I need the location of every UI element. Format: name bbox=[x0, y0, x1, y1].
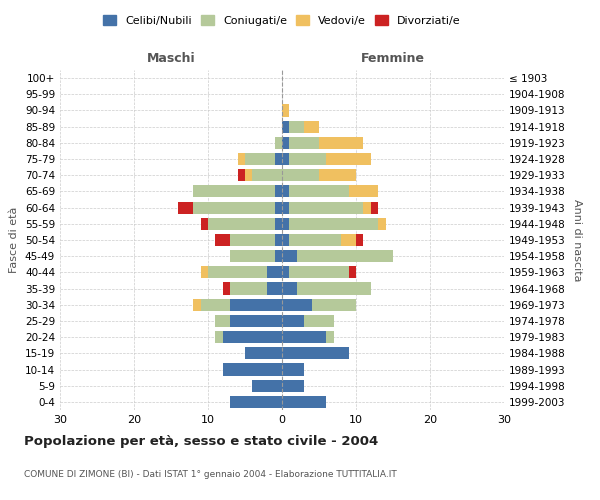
Bar bbox=[282, 315, 304, 327]
Y-axis label: Fasce di età: Fasce di età bbox=[10, 207, 19, 273]
Bar bbox=[282, 331, 326, 343]
Bar bbox=[200, 298, 230, 311]
Bar bbox=[282, 202, 289, 213]
Bar bbox=[297, 250, 393, 262]
Bar bbox=[356, 234, 364, 246]
Bar bbox=[282, 234, 289, 246]
Bar bbox=[230, 315, 282, 327]
Bar bbox=[282, 153, 289, 165]
Bar bbox=[282, 120, 289, 132]
Y-axis label: Anni di nascita: Anni di nascita bbox=[572, 198, 582, 281]
Bar bbox=[282, 169, 319, 181]
Bar bbox=[289, 202, 364, 213]
Bar bbox=[178, 202, 193, 213]
Bar bbox=[378, 218, 386, 230]
Bar bbox=[282, 266, 289, 278]
Text: COMUNE DI ZIMONE (BI) - Dati ISTAT 1° gennaio 2004 - Elaborazione TUTTITALIA.IT: COMUNE DI ZIMONE (BI) - Dati ISTAT 1° ge… bbox=[24, 470, 397, 479]
Bar bbox=[215, 234, 230, 246]
Bar bbox=[200, 218, 208, 230]
Text: Femmine: Femmine bbox=[361, 52, 425, 65]
Bar bbox=[275, 218, 282, 230]
Bar bbox=[282, 137, 289, 149]
Bar bbox=[282, 380, 304, 392]
Bar bbox=[193, 186, 275, 198]
Bar bbox=[364, 202, 371, 213]
Bar bbox=[223, 331, 282, 343]
Bar bbox=[238, 153, 245, 165]
Bar bbox=[282, 282, 297, 294]
Bar bbox=[208, 218, 275, 230]
Bar bbox=[289, 186, 349, 198]
Bar bbox=[304, 315, 334, 327]
Bar bbox=[245, 348, 282, 360]
Bar bbox=[223, 364, 282, 376]
Bar bbox=[282, 348, 349, 360]
Bar bbox=[289, 120, 304, 132]
Bar bbox=[275, 137, 282, 149]
Bar bbox=[230, 396, 282, 408]
Bar bbox=[289, 153, 326, 165]
Bar bbox=[282, 396, 326, 408]
Bar bbox=[275, 250, 282, 262]
Bar bbox=[245, 153, 275, 165]
Bar bbox=[215, 315, 230, 327]
Bar bbox=[319, 169, 356, 181]
Bar bbox=[326, 331, 334, 343]
Bar bbox=[238, 169, 245, 181]
Bar bbox=[208, 266, 267, 278]
Bar bbox=[267, 282, 282, 294]
Bar bbox=[289, 218, 378, 230]
Bar bbox=[311, 298, 356, 311]
Bar bbox=[193, 298, 200, 311]
Bar bbox=[267, 266, 282, 278]
Bar bbox=[245, 169, 253, 181]
Bar bbox=[275, 186, 282, 198]
Bar bbox=[282, 104, 289, 117]
Bar bbox=[319, 137, 364, 149]
Bar bbox=[341, 234, 356, 246]
Bar bbox=[230, 298, 282, 311]
Bar bbox=[223, 282, 230, 294]
Bar bbox=[275, 234, 282, 246]
Bar bbox=[230, 282, 267, 294]
Bar bbox=[349, 186, 378, 198]
Bar bbox=[200, 266, 208, 278]
Bar bbox=[275, 153, 282, 165]
Bar bbox=[349, 266, 356, 278]
Bar bbox=[282, 298, 311, 311]
Bar bbox=[230, 250, 275, 262]
Text: Maschi: Maschi bbox=[146, 52, 196, 65]
Legend: Celibi/Nubili, Coniugati/e, Vedovi/e, Divorziati/e: Celibi/Nubili, Coniugati/e, Vedovi/e, Di… bbox=[99, 10, 465, 30]
Bar bbox=[282, 186, 289, 198]
Bar bbox=[297, 282, 371, 294]
Bar bbox=[230, 234, 275, 246]
Bar bbox=[289, 137, 319, 149]
Bar bbox=[215, 331, 223, 343]
Bar bbox=[289, 234, 341, 246]
Bar bbox=[326, 153, 371, 165]
Bar bbox=[253, 169, 282, 181]
Bar bbox=[282, 250, 297, 262]
Bar bbox=[193, 202, 275, 213]
Bar bbox=[275, 202, 282, 213]
Text: Popolazione per età, sesso e stato civile - 2004: Popolazione per età, sesso e stato civil… bbox=[24, 435, 378, 448]
Bar bbox=[289, 266, 349, 278]
Bar bbox=[253, 380, 282, 392]
Bar bbox=[282, 218, 289, 230]
Bar bbox=[371, 202, 378, 213]
Bar bbox=[304, 120, 319, 132]
Bar bbox=[282, 364, 304, 376]
